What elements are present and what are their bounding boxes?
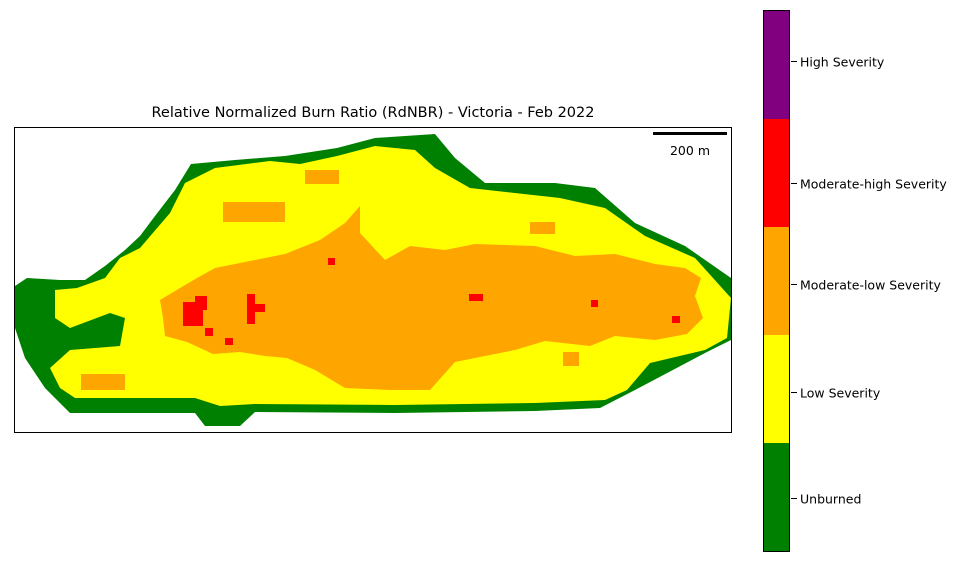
- legend-label-moderate-high: Moderate-high Severity: [800, 176, 947, 192]
- scale-bar-label: 200 m: [669, 143, 710, 158]
- map-frame: 200 m: [14, 127, 732, 433]
- burn-severity-map: [15, 134, 731, 426]
- colorbar-tick-moderate-high: [791, 183, 797, 184]
- moderate-high-pixel: [328, 258, 335, 265]
- moderate-low-patch: [563, 352, 579, 366]
- moderate-high-pixel: [469, 294, 483, 301]
- moderate-high-pixel: [255, 304, 265, 312]
- moderate-high-pixel: [591, 300, 598, 307]
- moderate-high-pixel: [225, 338, 233, 345]
- scale-bar: 200 m: [653, 131, 727, 158]
- colorbar: [763, 10, 790, 552]
- legend-label-low: Low Severity: [800, 385, 881, 401]
- scale-bar-line: [653, 132, 727, 135]
- moderate-low-patch: [305, 170, 339, 184]
- moderate-low-severity-zone: [160, 206, 703, 390]
- moderate-low-patch: [223, 202, 285, 222]
- moderate-high-pixel: [205, 328, 213, 336]
- colorbar-tick-high: [791, 61, 797, 62]
- colorbar-segment-moderate-high: [764, 119, 789, 227]
- colorbar-segment-moderate-low: [764, 227, 789, 335]
- colorbar-segment-high: [764, 11, 789, 119]
- moderate-low-patch: [530, 222, 555, 234]
- legend-label-moderate-low: Moderate-low Severity: [800, 277, 941, 293]
- colorbar-tick-moderate-low: [791, 284, 797, 285]
- legend-label-high: High Severity: [800, 54, 885, 70]
- colorbar-segment-low: [764, 335, 789, 443]
- moderate-high-pixel: [247, 294, 255, 324]
- moderate-high-pixel: [672, 316, 680, 323]
- colorbar-segment-unburned: [764, 443, 789, 551]
- legend-label-unburned: Unburned: [800, 491, 862, 507]
- map-title: Relative Normalized Burn Ratio (RdNBR) -…: [151, 105, 595, 121]
- moderate-low-patch: [81, 374, 125, 390]
- colorbar-tick-low: [791, 392, 797, 393]
- moderate-high-pixel: [195, 296, 207, 310]
- colorbar-tick-unburned: [791, 498, 797, 499]
